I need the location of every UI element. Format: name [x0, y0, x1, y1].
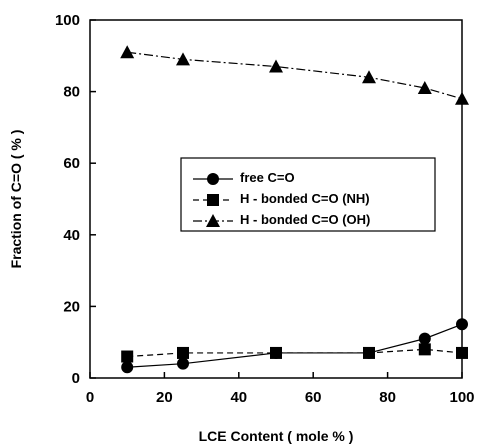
- square-point: [418, 343, 431, 356]
- y-tick-label: 100: [55, 12, 80, 29]
- legend-label-oh: H - bonded C=O (OH): [240, 212, 370, 227]
- legend: free C=O H - bonded C=O (NH) H - bonded …: [180, 157, 436, 232]
- x-tick-label: 80: [379, 389, 396, 406]
- x-tick-label: 100: [449, 389, 474, 406]
- triangle-point: [120, 45, 135, 59]
- y-tick-label: 80: [63, 84, 80, 101]
- x-axis-ticks: 0 20 40 60 80 100: [86, 372, 475, 406]
- square-point: [121, 350, 134, 363]
- legend-circle-marker: [207, 173, 219, 185]
- x-tick-label: 60: [305, 389, 322, 406]
- circle-point: [121, 361, 134, 374]
- y-tick-label: 40: [63, 227, 80, 244]
- y-tick-label: 20: [63, 298, 80, 315]
- series-3: [120, 45, 469, 105]
- y-axis-title: Fraction of C=O ( % ): [8, 130, 24, 269]
- triangle-point: [455, 91, 469, 105]
- legend-square-marker: [207, 194, 219, 206]
- legend-markers: [193, 173, 233, 227]
- series-2: [121, 343, 468, 363]
- legend-triangle-marker: [206, 214, 220, 227]
- triangle-point: [269, 59, 283, 73]
- series-line: [127, 323, 463, 368]
- y-tick-label: 60: [63, 155, 80, 172]
- series-line: [127, 348, 463, 358]
- circle-point: [177, 357, 189, 370]
- series-1: [121, 318, 468, 374]
- y-tick-label: 0: [72, 370, 80, 387]
- square-point: [177, 346, 189, 359]
- legend-box: [180, 157, 436, 232]
- series-line: [127, 51, 463, 100]
- x-tick-label: 40: [230, 389, 247, 406]
- triangle-point: [362, 70, 376, 84]
- series-layer: [120, 45, 469, 374]
- x-tick-label: 20: [156, 389, 173, 406]
- square-point: [363, 346, 375, 359]
- y-axis-ticks: 0 20 40 60 80 100: [55, 12, 96, 387]
- square-point: [270, 346, 282, 359]
- square-point: [456, 346, 468, 359]
- legend-label-free: free C=O: [240, 170, 295, 185]
- circle-point: [418, 332, 431, 345]
- legend-label-nh: H - bonded C=O (NH): [240, 191, 370, 206]
- circle-point: [456, 318, 468, 331]
- x-tick-label: 0: [86, 389, 94, 406]
- plot-area: [89, 19, 463, 379]
- triangle-point: [176, 52, 190, 66]
- x-axis-title: LCE Content ( mole % ): [199, 428, 354, 444]
- triangle-point: [417, 81, 432, 95]
